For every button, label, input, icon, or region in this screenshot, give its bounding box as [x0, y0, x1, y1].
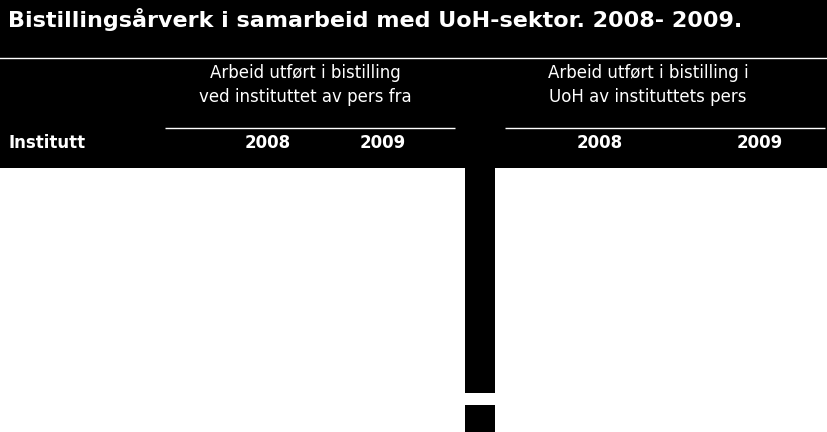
Bar	[0, 168, 827, 432]
Text: 2009: 2009	[736, 134, 782, 152]
Bar	[465, 168, 495, 393]
Text: Arbeid utført i bistilling
ved instituttet av pers fra: Arbeid utført i bistilling ved institutt…	[198, 64, 411, 105]
Text: 2008: 2008	[245, 134, 291, 152]
Text: 2009: 2009	[360, 134, 405, 152]
Text: Institutt: Institutt	[8, 134, 85, 152]
Text: Bistillingsårverk i samarbeid med UoH-sektor. 2008- 2009.: Bistillingsårverk i samarbeid med UoH-se…	[8, 8, 741, 31]
Text: 2008: 2008	[576, 134, 622, 152]
Bar	[465, 405, 495, 432]
Text: Arbeid utført i bistilling i
UoH av instituttets pers: Arbeid utført i bistilling i UoH av inst…	[547, 64, 748, 105]
